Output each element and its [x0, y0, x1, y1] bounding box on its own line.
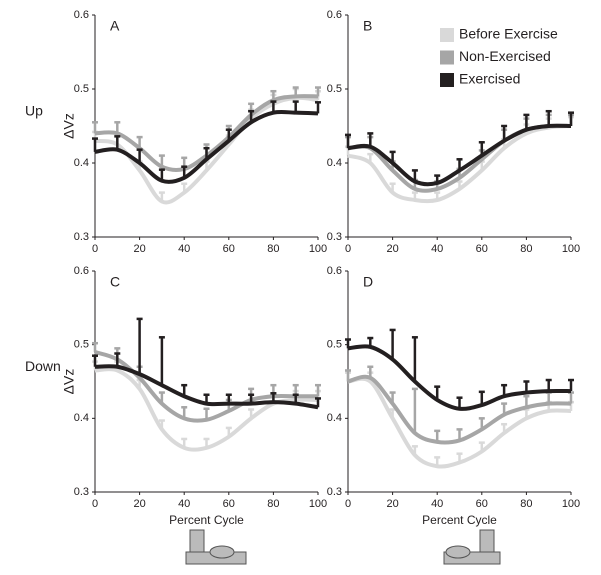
- y-tick-label: 0.5: [327, 339, 342, 351]
- error-bar: [136, 317, 143, 375]
- error-bar: [92, 137, 98, 152]
- x-tick-label: 60: [223, 243, 235, 255]
- x-tick-label: 80: [267, 243, 279, 255]
- y-tick-label: 0.4: [74, 157, 89, 169]
- row-label: Up: [25, 103, 43, 119]
- y-tick-label: 0.6: [327, 9, 342, 21]
- x-tick-label: 40: [178, 498, 190, 510]
- x-tick-label: 60: [476, 243, 488, 255]
- y-tick-label: 0.3: [327, 486, 342, 498]
- panel-label: B: [363, 18, 372, 34]
- legend-swatch: [440, 28, 454, 42]
- machine-icon: [185, 529, 247, 565]
- y-tick-label: 0.3: [327, 231, 342, 243]
- y-axis-label: ΔVz: [61, 113, 77, 139]
- x-tick-label: 100: [562, 498, 580, 510]
- x-tick-label: 100: [309, 243, 327, 255]
- error-bar: [411, 336, 418, 382]
- series: [92, 100, 321, 184]
- error-bar: [478, 390, 485, 406]
- error-bar: [523, 113, 530, 130]
- legend-label: Non-Exercised: [459, 48, 551, 64]
- series: [345, 328, 574, 411]
- x-tick-label: 60: [223, 498, 235, 510]
- legend-swatch: [440, 50, 454, 65]
- x-axis-label: Percent Cycle: [422, 513, 497, 527]
- x-tick-label: 20: [386, 498, 398, 510]
- y-tick-label: 0.6: [74, 9, 89, 21]
- y-tick-label: 0.6: [74, 265, 89, 277]
- y-tick-label: 0.4: [327, 157, 342, 169]
- x-tick-label: 20: [386, 243, 398, 255]
- series-line: [347, 374, 572, 445]
- x-tick-label: 40: [178, 243, 190, 255]
- panel-label: C: [110, 274, 120, 290]
- x-tick-label: 60: [476, 498, 488, 510]
- legend-swatch: [440, 73, 454, 87]
- x-tick-label: 0: [345, 243, 351, 255]
- error-bar: [114, 135, 121, 150]
- series: [92, 360, 321, 452]
- panel-label: D: [363, 274, 373, 290]
- x-tick-label: 80: [520, 498, 532, 510]
- error-bar: [501, 124, 508, 141]
- error-bar: [158, 336, 165, 386]
- x-tick-label: 40: [431, 498, 443, 510]
- legend-label: Before Exercise: [459, 26, 558, 42]
- x-tick-label: 100: [309, 498, 327, 510]
- error-bar: [92, 341, 98, 353]
- x-tick-label: 20: [133, 243, 145, 255]
- series-line: [94, 364, 319, 410]
- x-tick-label: 80: [267, 498, 279, 510]
- x-tick-label: 0: [345, 498, 351, 510]
- series-line: [94, 109, 319, 184]
- y-tick-label: 0.5: [74, 83, 89, 95]
- error-bar: [114, 352, 121, 367]
- machine-icon: [443, 529, 501, 565]
- x-tick-label: 20: [133, 498, 145, 510]
- series-line: [347, 376, 572, 469]
- series: [345, 109, 574, 187]
- error-bar: [545, 109, 552, 126]
- x-tick-label: 80: [520, 243, 532, 255]
- x-tick-label: 40: [431, 243, 443, 255]
- x-tick-label: 0: [92, 243, 98, 255]
- y-axis-label: ΔVz: [61, 369, 77, 395]
- panel-label: A: [110, 18, 120, 34]
- series-line: [347, 344, 572, 411]
- series-line: [347, 123, 572, 187]
- legend-label: Exercised: [459, 71, 520, 87]
- y-tick-label: 0.4: [74, 412, 89, 424]
- error-bar: [568, 111, 574, 126]
- y-tick-label: 0.5: [74, 339, 89, 351]
- series-line: [94, 95, 319, 205]
- x-tick-label: 0: [92, 498, 98, 510]
- x-axis-label: Percent Cycle: [169, 513, 244, 527]
- series: [92, 341, 321, 423]
- y-tick-label: 0.6: [327, 265, 342, 277]
- series: [345, 365, 574, 445]
- error-bar: [345, 133, 351, 149]
- y-tick-label: 0.5: [327, 83, 342, 95]
- x-tick-label: 100: [562, 243, 580, 255]
- y-tick-label: 0.4: [327, 412, 342, 424]
- y-tick-label: 0.3: [74, 231, 89, 243]
- series: [92, 317, 321, 410]
- row-label: Down: [25, 358, 61, 374]
- error-bar: [367, 132, 374, 147]
- error-bar: [389, 328, 396, 360]
- error-bar: [411, 387, 418, 434]
- series-line: [347, 124, 572, 204]
- y-tick-label: 0.3: [74, 486, 89, 498]
